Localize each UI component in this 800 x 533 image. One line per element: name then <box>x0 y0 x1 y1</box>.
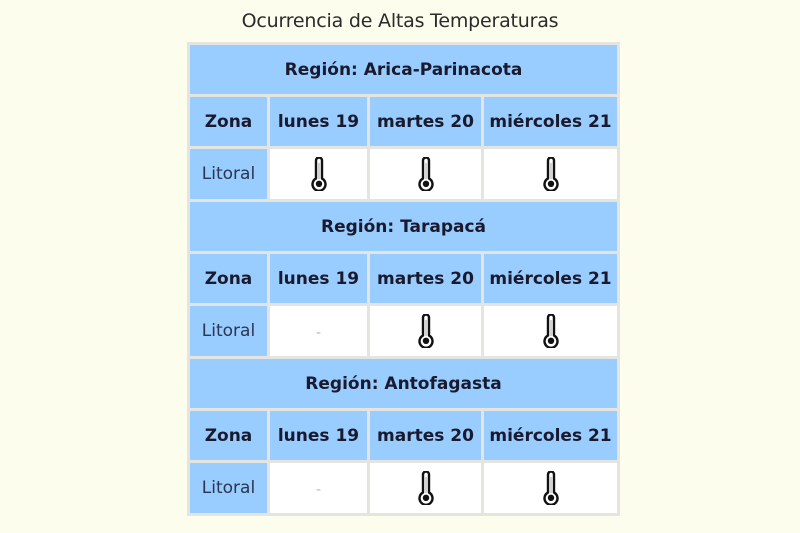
column-header-zone: Zona <box>190 254 267 303</box>
table-row: Litoral <box>190 149 618 199</box>
alert-cell <box>370 463 481 513</box>
region-header-row: Región: Antofagasta <box>190 359 618 408</box>
column-header-day: miércoles 21 <box>484 254 618 303</box>
thermometer-icon <box>417 471 434 505</box>
thermometer-icon <box>542 157 559 191</box>
table-row: Litoral - <box>190 306 618 356</box>
region-header-row: Región: Tarapacá <box>190 202 618 251</box>
zone-label: Litoral <box>190 463 267 513</box>
alert-cell <box>484 463 618 513</box>
alert-cell <box>484 149 618 199</box>
column-header-zone: Zona <box>190 411 267 460</box>
page-title: Ocurrencia de Altas Temperaturas <box>241 10 559 32</box>
thermometer-icon <box>542 314 559 348</box>
zone-label: Litoral <box>190 149 267 199</box>
no-alert-dash: - <box>315 324 322 341</box>
thermometer-icon <box>310 157 327 191</box>
column-header-row: Zona lunes 19 martes 20 miércoles 21 <box>190 97 618 146</box>
column-header-day: martes 20 <box>370 97 481 146</box>
zone-label: Litoral <box>190 306 267 356</box>
region-title: Región: Tarapacá <box>190 202 618 251</box>
column-header-zone: Zona <box>190 97 267 146</box>
thermometer-icon <box>417 314 434 348</box>
alert-cell <box>270 149 367 199</box>
column-header-day: miércoles 21 <box>484 411 618 460</box>
no-alert-dash: - <box>315 481 322 498</box>
thermometer-icon <box>542 471 559 505</box>
region-header-row: Región: Arica-Parinacota <box>190 45 618 94</box>
alert-cell <box>370 149 481 199</box>
column-header-day: martes 20 <box>370 411 481 460</box>
column-header-row: Zona lunes 19 martes 20 miércoles 21 <box>190 411 618 460</box>
alert-cell: - <box>270 306 367 356</box>
column-header-day: miércoles 21 <box>484 97 618 146</box>
alert-cell: - <box>270 463 367 513</box>
column-header-day: lunes 19 <box>270 254 367 303</box>
high-temperature-table: Región: Arica-Parinacota Zona lunes 19 mart… <box>187 42 621 516</box>
column-header-row: Zona lunes 19 martes 20 miércoles 21 <box>190 254 618 303</box>
region-title: Región: Antofagasta <box>190 359 618 408</box>
alert-cell <box>484 306 618 356</box>
column-header-day: lunes 19 <box>270 411 367 460</box>
region-title: Región: Arica-Parinacota <box>190 45 618 94</box>
alert-cell <box>370 306 481 356</box>
column-header-day: lunes 19 <box>270 97 367 146</box>
thermometer-icon <box>417 157 434 191</box>
table-row: Litoral - <box>190 463 618 513</box>
column-header-day: martes 20 <box>370 254 481 303</box>
